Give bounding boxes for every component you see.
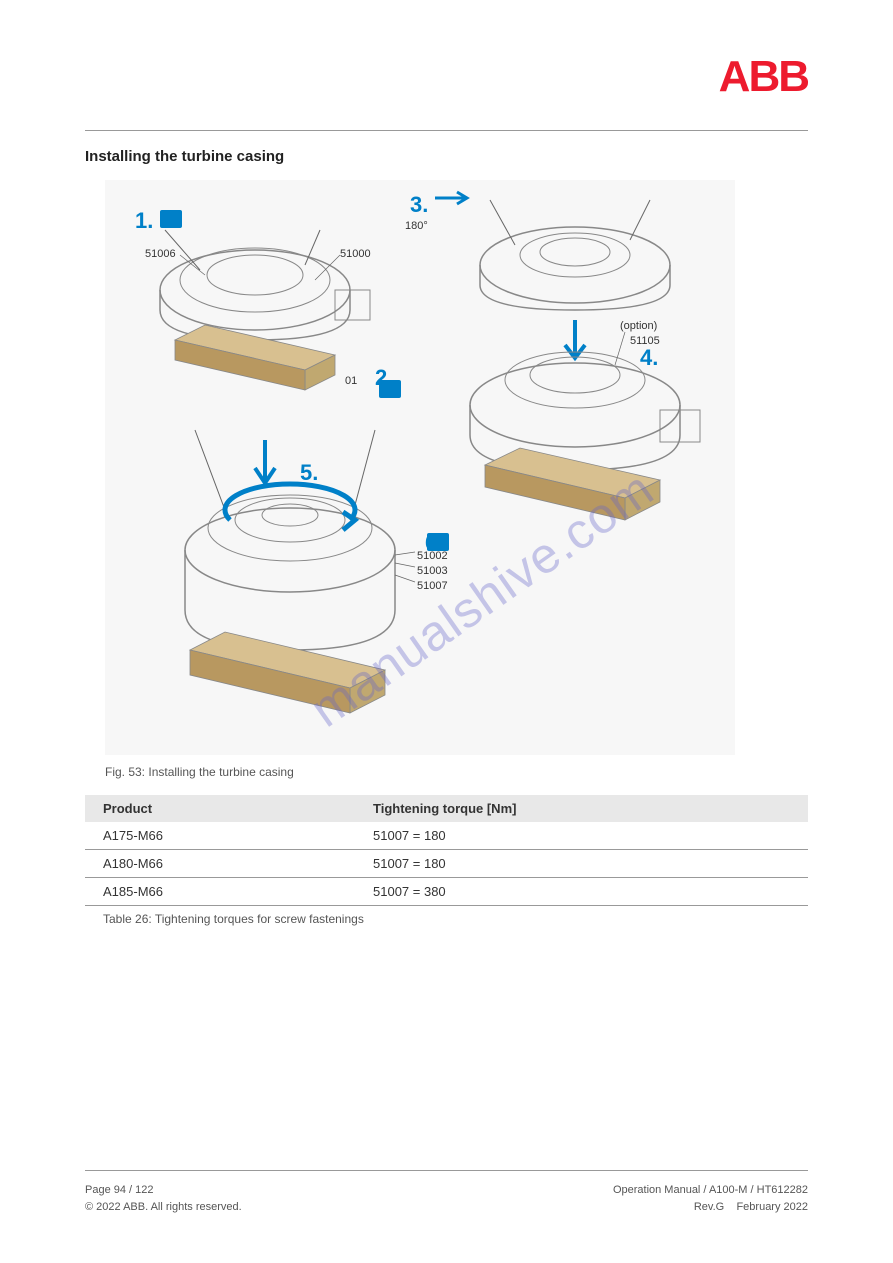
abb-logo: ABB <box>719 52 808 102</box>
label-option: (option) <box>620 320 657 332</box>
table-row: A175-M66 51007 = 180 <box>85 822 808 850</box>
cell-product: A185-M66 <box>103 884 373 899</box>
part-01: 01 <box>345 375 357 387</box>
part-51007: 51007 <box>417 580 448 592</box>
table-caption: Table 26: Tightening torques for screw f… <box>85 906 808 932</box>
step-4: 4. <box>640 345 658 371</box>
figure-caption: Fig. 53: Installing the turbine casing <box>105 765 294 779</box>
page-number: Page 94 / 122 <box>85 1182 242 1199</box>
footer-divider <box>85 1170 808 1171</box>
label-180deg: 180° <box>405 220 428 232</box>
col-header-torque: Tightening torque [Nm] <box>373 801 790 816</box>
step-3: 3. <box>410 192 428 218</box>
table-row: A185-M66 51007 = 380 <box>85 878 808 906</box>
cell-torque: 51007 = 180 <box>373 828 790 843</box>
cell-product: A180-M66 <box>103 856 373 871</box>
cell-torque: 51007 = 380 <box>373 884 790 899</box>
part-51000: 51000 <box>340 248 371 260</box>
part-51006: 51006 <box>145 248 176 260</box>
footer-right: Operation Manual / A100-M / HT612282 Rev… <box>613 1182 808 1215</box>
header-divider <box>85 130 808 131</box>
step-2: 2. <box>375 365 393 391</box>
table-row: A180-M66 51007 = 180 <box>85 850 808 878</box>
part-51002: 51002 <box>417 550 448 562</box>
copyright: © 2022 ABB. All rights reserved. <box>85 1199 242 1216</box>
section-title: Installing the turbine casing <box>85 148 284 165</box>
step-5: 5. <box>300 460 318 486</box>
col-header-product: Product <box>103 801 373 816</box>
doc-id: Operation Manual / A100-M / HT612282 <box>613 1182 808 1199</box>
step-1: 1. <box>135 208 153 234</box>
table-header: Product Tightening torque [Nm] <box>85 795 808 822</box>
turbine-diagram-svg <box>105 180 735 755</box>
cell-product: A175-M66 <box>103 828 373 843</box>
diagram-area: 1. 2. 3. 4. 5. 6. 51006 51000 01 180° (o… <box>105 180 735 755</box>
part-51105: 51105 <box>630 335 660 347</box>
date: February 2022 <box>736 1201 808 1213</box>
revision: Rev.G <box>694 1201 724 1213</box>
part-51003: 51003 <box>417 565 448 577</box>
footer-left: Page 94 / 122 © 2022 ABB. All rights res… <box>85 1182 242 1215</box>
technical-diagram: 1. 2. 3. 4. 5. 6. 51006 51000 01 180° (o… <box>105 180 735 755</box>
torque-table: Product Tightening torque [Nm] A175-M66 … <box>85 795 808 932</box>
cell-torque: 51007 = 180 <box>373 856 790 871</box>
